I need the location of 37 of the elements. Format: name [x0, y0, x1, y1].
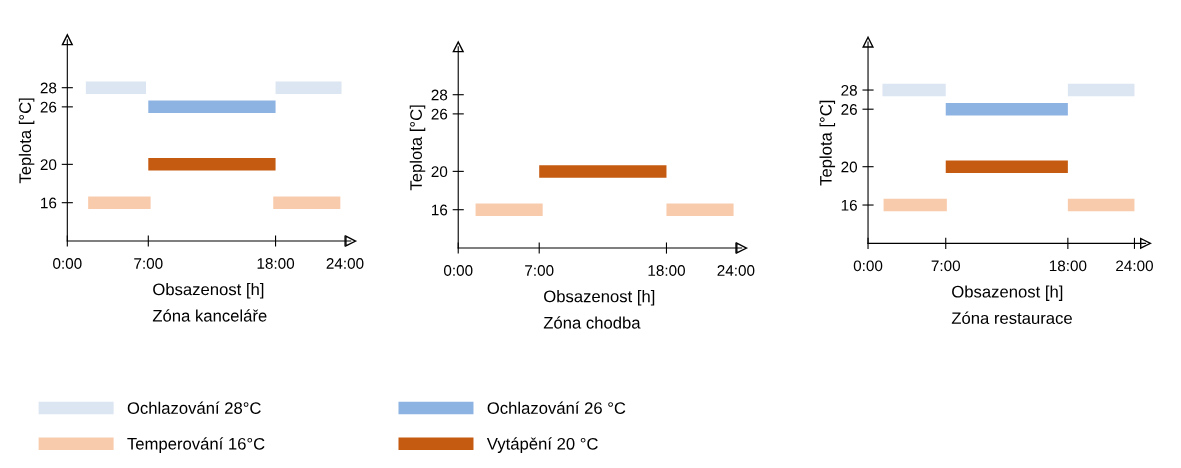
x-tick-label: 7:00 [931, 260, 961, 272]
x-axis-title: Obsazenost [h] [544, 290, 655, 306]
y-axis-title: Teplota [°C] [819, 100, 836, 186]
y-tick-label: 26 [431, 108, 448, 120]
x-tick-label: 0:00 [53, 258, 82, 269]
y-axis-title: Teplota [°C] [18, 98, 35, 184]
y-axis-title: Teplota [°C] [409, 105, 426, 191]
x-tick-label: 18:00 [257, 258, 295, 269]
x-tick-label: 7:00 [134, 258, 163, 269]
legend-label: Ochlazování 28°C [127, 401, 261, 414]
x-tick-label: 24:00 [326, 258, 364, 269]
y-tick-label: 26 [40, 101, 57, 113]
x-tick-label: 7:00 [525, 265, 554, 276]
text: Zóna kanceláře [152, 309, 267, 322]
text: Zóna chodba [543, 316, 641, 329]
x-tick-label: 24:00 [717, 265, 755, 276]
x-axis-title: Obsazenost [h] [153, 283, 264, 299]
text: Zóna restaurace [951, 311, 1072, 325]
legend-label: Temperování 16°C [127, 437, 265, 453]
x-axis-title: Obsazenost [h] [952, 285, 1063, 301]
y-tick-label: 28 [431, 89, 448, 101]
x-tick-label: 18:00 [1049, 260, 1087, 272]
y-tick-label: 28 [40, 82, 57, 94]
legend-label: Vytápění 20 °C [486, 437, 598, 453]
x-tick-label: 0:00 [443, 265, 473, 276]
y-tick-label: 16 [431, 204, 448, 216]
y-tick-label: 20 [841, 161, 858, 173]
y-tick-label: 16 [41, 197, 57, 209]
x-tick-label: 18:00 [648, 265, 685, 276]
y-tick-label: 20 [431, 166, 448, 178]
legend-label: Ochlazování 26 °C [487, 401, 626, 414]
y-tick-label: 16 [841, 199, 857, 211]
y-tick-label: 26 [841, 104, 857, 115]
x-tick-label: 0:00 [853, 260, 883, 272]
y-tick-label: 20 [40, 159, 57, 171]
x-tick-label: 24:00 [1116, 260, 1153, 272]
y-tick-label: 28 [841, 84, 857, 96]
